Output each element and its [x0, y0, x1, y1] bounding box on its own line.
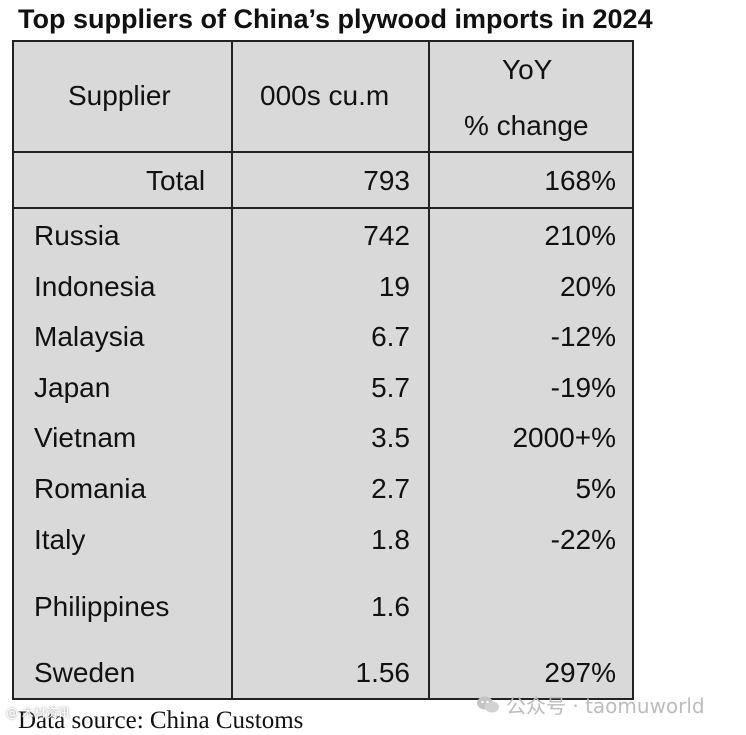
header-volume: 000s cu.m — [260, 80, 390, 111]
header-divider — [14, 151, 632, 153]
supplier-yoy: -19% — [550, 372, 616, 403]
supplier-yoy: 210% — [544, 220, 616, 251]
supplier-volume: 6.7 — [371, 321, 410, 352]
supplier-name: Vietnam — [34, 422, 137, 453]
total-divider — [14, 207, 632, 209]
supplier-volume: 5.7 — [371, 372, 410, 403]
supplier-table: Supplier 000s cu.m YoY % change Total 79… — [12, 40, 634, 700]
page-title: Top suppliers of China’s plywood imports… — [18, 4, 653, 34]
supplier-volume: 2.7 — [371, 473, 410, 504]
header-yoy-change: % change — [464, 110, 589, 141]
total-volume: 793 — [363, 165, 410, 196]
supplier-yoy: 5% — [575, 473, 616, 504]
supplier-yoy: -12% — [550, 321, 616, 352]
supplier-volume: 3.5 — [371, 422, 410, 453]
supplier-name: Russia — [34, 220, 120, 251]
supplier-name: Italy — [34, 524, 86, 555]
column-divider — [428, 42, 430, 698]
supplier-volume: 19 — [378, 271, 410, 302]
supplier-name: Malaysia — [34, 321, 145, 352]
supplier-yoy: 20% — [559, 271, 616, 302]
supplier-name: Romania — [34, 473, 147, 504]
column-divider — [231, 42, 233, 698]
watermark-right-text: 公众号 · taomuworld — [506, 694, 705, 718]
watermark-left: @ 木材资讯 — [6, 706, 70, 720]
supplier-name: Indonesia — [34, 271, 156, 302]
supplier-volume: 742 — [363, 220, 410, 251]
supplier-name: Japan — [34, 372, 111, 403]
total-yoy: 168% — [544, 165, 616, 196]
supplier-volume: 1.8 — [371, 524, 410, 555]
total-label: Total — [146, 165, 206, 196]
header-yoy: YoY — [502, 54, 553, 85]
supplier-volume: 1.56 — [355, 657, 411, 688]
header-supplier: Supplier — [68, 80, 171, 111]
supplier-yoy: 2000+% — [512, 422, 616, 453]
wechat-icon — [477, 696, 499, 712]
watermark-right: 公众号 · taomuworld — [476, 690, 705, 719]
supplier-yoy: 297% — [544, 657, 616, 688]
supplier-yoy: -22% — [550, 524, 616, 555]
supplier-name: Philippines — [34, 591, 170, 622]
supplier-name: Sweden — [34, 657, 136, 688]
data-source-note: Data source: China Customs — [18, 707, 304, 734]
supplier-volume: 1.6 — [371, 591, 410, 622]
